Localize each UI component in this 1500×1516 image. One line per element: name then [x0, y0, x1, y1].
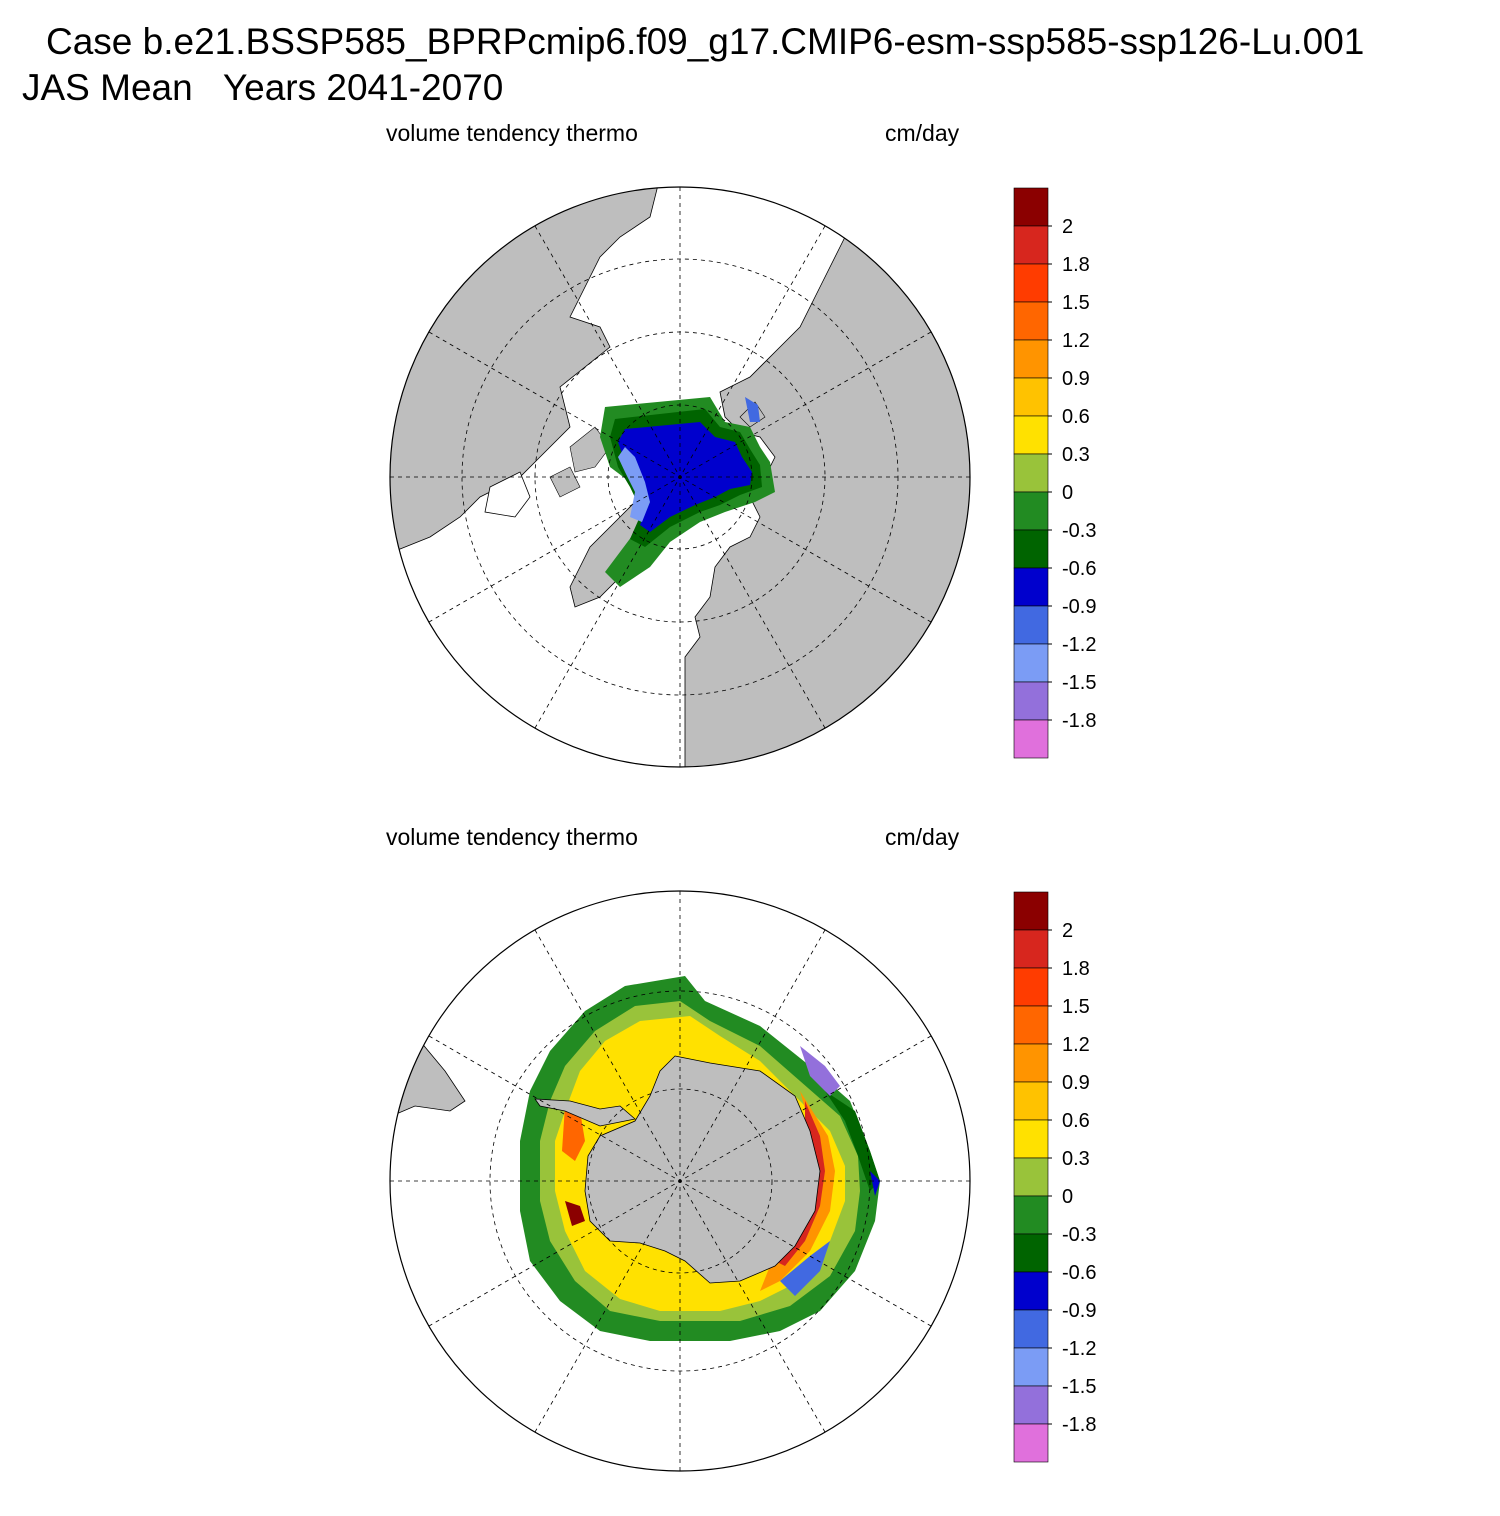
colorbar-swatch — [1013, 967, 1049, 1007]
land-archipelago — [549, 426, 611, 498]
colorbar-tick-label: 0.6 — [1062, 406, 1090, 428]
season-title: JAS Mean Years 2041-2070 — [22, 67, 504, 108]
colorbar-tick-label: 0 — [1062, 1186, 1073, 1208]
colorbar-tick-label: -1.2 — [1062, 634, 1096, 656]
colorbar-tick-label: 2 — [1062, 920, 1073, 942]
colorbar-swatch — [1013, 1081, 1049, 1121]
colorbar-swatch — [1013, 605, 1049, 645]
colorbar-swatch — [1013, 1271, 1049, 1311]
colorbar-swatch — [1013, 263, 1049, 303]
colorbar-swatch — [1013, 1043, 1049, 1083]
colorbar-tick-label: 0.3 — [1062, 444, 1090, 466]
colorbar-swatch — [1013, 929, 1049, 969]
colorbar-tick-label: 2 — [1062, 216, 1073, 238]
colorbar-tick-label: -0.9 — [1062, 1300, 1096, 1322]
colorbar-swatch — [1013, 719, 1049, 759]
colorbar-tick-label: -1.2 — [1062, 1338, 1096, 1360]
north-polar-map — [389, 186, 971, 768]
colorbar-tick-label: -0.9 — [1062, 596, 1096, 618]
colorbar-swatch — [1013, 377, 1049, 417]
colorbar-tick-label: 0.6 — [1062, 1110, 1090, 1132]
south-hemisphere-panel: volume tendency thermo cm/day — [0, 816, 1500, 1516]
colorbar-swatch — [1013, 453, 1049, 493]
longitude-gridlines — [390, 187, 970, 767]
colorbar-tick-label: 0.9 — [1062, 368, 1090, 390]
colorbar-tick-label: 0 — [1062, 482, 1073, 504]
hudson-bay — [484, 471, 531, 518]
colorbar-swatch — [1013, 1157, 1049, 1197]
colorbar-swatch — [1013, 1195, 1049, 1235]
colorbar-tick-label: -0.6 — [1062, 558, 1096, 580]
colorbar-swatch — [1013, 1005, 1049, 1045]
colorbar-swatch — [1013, 529, 1049, 569]
colorbar-tick-label: -0.3 — [1062, 520, 1096, 542]
longitude-gridlines — [390, 891, 970, 1471]
colorbar-swatch — [1013, 1309, 1049, 1349]
colorbar-swatch — [1013, 681, 1049, 721]
map-border — [389, 186, 971, 768]
ice-tendency-field — [600, 397, 775, 587]
variable-label: volume tendency thermo — [386, 824, 638, 850]
colorbar-swatch — [1013, 1119, 1049, 1159]
colorbar-swatch — [1013, 567, 1049, 607]
colorbar: 2 1.8 1.5 1.2 0.9 0.6 0.3 0 -0.3 -0.6 -0.9 -1.2 -1.5… — [1013, 891, 1096, 1463]
colorbar-swatch — [1013, 339, 1049, 379]
colorbar-swatch — [1013, 1347, 1049, 1387]
colorbar-tick-label: -1.5 — [1062, 672, 1096, 694]
colorbar-tick-label: 1.2 — [1062, 1034, 1090, 1056]
colorbar-tick-label: 1.2 — [1062, 330, 1090, 352]
colorbar-swatch — [1013, 1423, 1049, 1463]
colorbar-tick-label: -1.8 — [1062, 710, 1096, 732]
colorbar-tick-label: -0.6 — [1062, 1262, 1096, 1284]
colorbar: 2 1.8 1.5 1.2 0.9 0.6 0.3 0 -0.3 -0.6 -0.9 -1.2 -1.5… — [1013, 187, 1096, 759]
case-title: Case b.e21.BSSP585_BPRPcmip6.f09_g17.CMI… — [46, 21, 1365, 62]
colorbar-swatch — [1013, 491, 1049, 531]
units-label: cm/day — [885, 120, 960, 146]
colorbar-swatch — [1013, 643, 1049, 683]
colorbar-tick-label: -0.3 — [1062, 1224, 1096, 1246]
colorbar-swatch — [1013, 187, 1049, 227]
land-antarctic-peninsula — [534, 1098, 636, 1127]
colorbar-tick-label: 1.5 — [1062, 996, 1090, 1018]
colorbar-tick-label: 0.3 — [1062, 1148, 1090, 1170]
colorbar-swatch — [1013, 301, 1049, 341]
variable-label: volume tendency thermo — [386, 120, 638, 146]
south-polar-map — [389, 890, 971, 1472]
colorbar-swatch — [1013, 415, 1049, 455]
colorbar-swatch — [1013, 225, 1049, 265]
land-antarctica — [584, 1055, 821, 1284]
colorbar-swatch — [1013, 1385, 1049, 1425]
map-border — [389, 890, 971, 1472]
colorbar-tick-label: 1.8 — [1062, 958, 1090, 980]
north-hemisphere-panel: volume tendency thermo cm/day — [0, 112, 1500, 812]
colorbar-tick-label: 0.9 — [1062, 1072, 1090, 1094]
colorbar-swatch — [1013, 891, 1049, 931]
units-label: cm/day — [885, 824, 960, 850]
colorbar-tick-label: 1.8 — [1062, 254, 1090, 276]
colorbar-tick-label: -1.8 — [1062, 1414, 1096, 1436]
colorbar-tick-label: -1.5 — [1062, 1376, 1096, 1398]
colorbar-tick-label: 1.5 — [1062, 292, 1090, 314]
colorbar-swatch — [1013, 1233, 1049, 1273]
